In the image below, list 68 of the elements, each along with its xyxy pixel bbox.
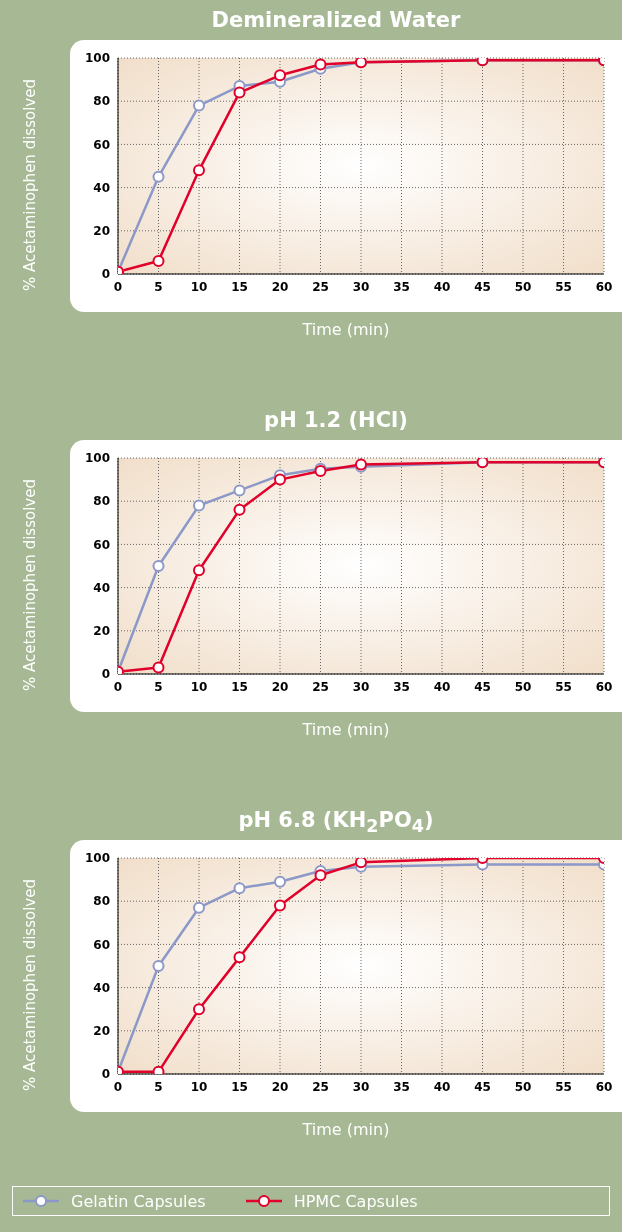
x-tick-label: 0 — [113, 679, 123, 694]
y-tick-label: 20 — [93, 624, 110, 639]
legend-label: HPMC Capsules — [293, 1191, 418, 1211]
y-axis-title: % Acetaminophen dissolved — [21, 79, 40, 291]
x-tick-label: 20 — [271, 679, 289, 694]
x-tick-label: 40 — [433, 679, 451, 694]
x-tick-label: 15 — [231, 279, 248, 294]
x-tick-label: 20 — [271, 279, 289, 294]
x-tick-label: 60 — [595, 279, 613, 294]
y-tick-label: 80 — [93, 94, 110, 109]
y-tick-label: 40 — [93, 580, 110, 595]
x-tick-label: 30 — [352, 679, 370, 694]
y-tick-label: 100 — [84, 451, 110, 466]
x-tick-label: 30 — [352, 279, 370, 294]
x-tick-label: 35 — [393, 679, 410, 694]
y-tick-label: 80 — [93, 494, 110, 509]
x-tick-label: 40 — [433, 1079, 451, 1094]
x-tick-label: 30 — [352, 1079, 370, 1094]
chart-title: pH 6.8 (KH$_{2}$PO$_{4}$) — [237, 807, 435, 839]
y-axis-title: % Acetaminophen dissolved — [21, 479, 40, 691]
x-tick-label: 10 — [190, 679, 208, 694]
x-tick-label: 25 — [312, 1079, 329, 1094]
y-tick-label: 60 — [93, 137, 110, 152]
x-tick-label: 5 — [154, 1079, 163, 1094]
x-tick-label: 5 — [154, 679, 163, 694]
y-tick-label: 60 — [93, 937, 110, 952]
x-axis-title: Time (min) — [301, 720, 391, 739]
chart-title: pH 1.2 (HCl) — [263, 407, 409, 434]
y-tick-label: 0 — [101, 267, 110, 282]
x-tick-label: 55 — [555, 1079, 572, 1094]
x-tick-label: 45 — [474, 1079, 491, 1094]
x-axis-title: Time (min) — [301, 320, 391, 339]
x-tick-label: 50 — [514, 679, 532, 694]
x-tick-label: 55 — [555, 679, 572, 694]
x-tick-label: 10 — [190, 279, 208, 294]
y-tick-label: 40 — [93, 980, 110, 995]
chart-title: Demineralized Water — [210, 7, 462, 34]
y-tick-label: 0 — [101, 667, 110, 682]
y-tick-label: 100 — [84, 51, 110, 66]
x-tick-label: 50 — [514, 1079, 532, 1094]
x-tick-label: 60 — [595, 1079, 613, 1094]
x-tick-label: 45 — [474, 279, 491, 294]
x-tick-label: 40 — [433, 279, 451, 294]
x-tick-label: 35 — [393, 1079, 410, 1094]
x-tick-label: 25 — [312, 679, 329, 694]
x-tick-label: 60 — [595, 679, 613, 694]
x-tick-label: 35 — [393, 279, 410, 294]
y-tick-label: 80 — [93, 894, 110, 909]
y-tick-label: 60 — [93, 537, 110, 552]
legend-label: Gelatin Capsules — [71, 1191, 206, 1211]
y-tick-label: 20 — [93, 224, 110, 239]
y-axis-title: % Acetaminophen dissolved — [21, 879, 40, 1091]
x-tick-label: 10 — [190, 1079, 208, 1094]
x-tick-label: 0 — [113, 1079, 123, 1094]
x-tick-label: 15 — [231, 1079, 248, 1094]
x-tick-label: 5 — [154, 279, 163, 294]
x-axis-title: Time (min) — [301, 1120, 391, 1139]
x-tick-label: 0 — [113, 279, 123, 294]
y-tick-label: 100 — [84, 851, 110, 866]
x-tick-label: 55 — [555, 279, 572, 294]
x-tick-label: 45 — [474, 679, 491, 694]
y-tick-label: 40 — [93, 180, 110, 195]
y-tick-label: 0 — [101, 1067, 110, 1082]
x-tick-label: 50 — [514, 279, 532, 294]
x-tick-label: 15 — [231, 679, 248, 694]
x-tick-label: 20 — [271, 1079, 289, 1094]
y-tick-label: 20 — [93, 1024, 110, 1039]
x-tick-label: 25 — [312, 279, 329, 294]
